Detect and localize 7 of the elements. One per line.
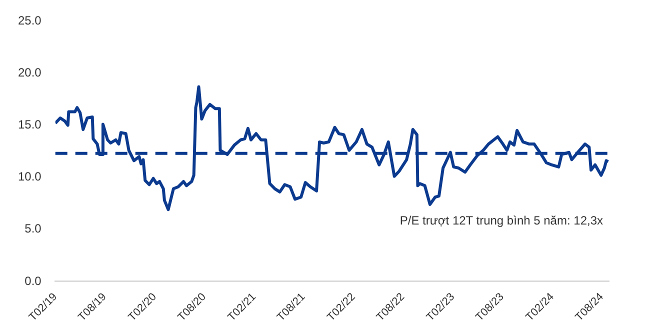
y-tick-label: 25.0 (18, 14, 42, 28)
annotation: P/E trượt 12T trung bình 5 năm: 12,3x (400, 213, 603, 228)
y-tick-label: 15.0 (18, 118, 42, 132)
y-tick-label: 0.0 (24, 274, 42, 288)
y-tick-label: 5.0 (24, 222, 42, 236)
y-tick-label: 10.0 (18, 170, 42, 184)
y-tick-label: 20.0 (18, 66, 42, 80)
